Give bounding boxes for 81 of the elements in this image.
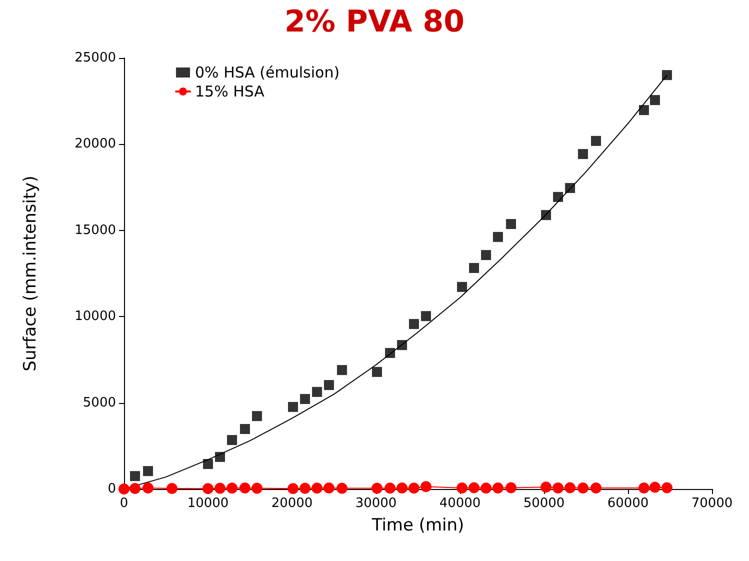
x-tick-label: 10000 [187, 496, 229, 511]
y-tick-label: 10000 [74, 309, 116, 324]
point [300, 482, 311, 494]
point [312, 386, 322, 397]
point [578, 149, 588, 160]
x-tick-label: 20000 [271, 496, 313, 511]
point [214, 482, 226, 494]
point [397, 340, 408, 350]
point [142, 482, 154, 494]
point [203, 459, 213, 469]
point [226, 482, 238, 494]
y-tick-label: 0 [108, 482, 116, 496]
point [420, 311, 431, 322]
point [481, 250, 492, 260]
x-tick-label: 60000 [607, 496, 649, 511]
point [118, 484, 130, 494]
point [590, 136, 601, 146]
point [649, 482, 660, 493]
point [324, 380, 334, 390]
point [396, 482, 408, 494]
point [251, 482, 262, 494]
point [336, 365, 347, 376]
y-tick-label: 5000 [82, 395, 116, 410]
legend-label: 0% HSA (émulsion) [195, 64, 340, 82]
point [506, 219, 516, 230]
point [202, 483, 214, 494]
point [552, 482, 564, 494]
point [469, 262, 480, 273]
point [372, 482, 383, 494]
point [239, 482, 250, 494]
point [565, 182, 576, 193]
x-tick-label: 40000 [439, 496, 481, 511]
point [240, 424, 250, 434]
point [650, 95, 660, 106]
point [312, 482, 323, 494]
point [130, 482, 141, 494]
point [300, 394, 310, 404]
y-tick-label: 15000 [74, 222, 116, 238]
point [662, 70, 672, 80]
y-axis-title: Surface (mm.intensity) [20, 176, 40, 372]
point [385, 348, 396, 358]
point [564, 482, 576, 494]
point [480, 482, 492, 494]
point [215, 452, 226, 462]
chart-title: 2% PVA 80 [284, 4, 464, 40]
point [468, 482, 480, 494]
point [540, 482, 552, 493]
point [372, 366, 382, 377]
point [541, 210, 552, 220]
point [553, 192, 564, 202]
point [492, 482, 504, 494]
point [661, 482, 672, 494]
legend-label: 15% HSA [195, 82, 266, 100]
point [456, 482, 468, 494]
point [323, 482, 334, 494]
point [638, 105, 649, 116]
x-tick-label: 70000 [691, 496, 733, 511]
point [420, 481, 432, 492]
point [590, 482, 602, 494]
point [288, 402, 298, 412]
point [227, 435, 238, 446]
point [384, 482, 396, 494]
point [408, 482, 420, 494]
x-axis-title: Time (min) [370, 516, 464, 536]
y-tick-label: 20000 [74, 136, 116, 152]
point [130, 471, 140, 482]
point [143, 466, 154, 476]
x-tick-label: 50000 [523, 496, 565, 511]
point [336, 482, 348, 494]
point [288, 483, 299, 494]
x-tick-label: 0 [120, 496, 128, 511]
point [577, 482, 588, 494]
point [457, 282, 468, 292]
point [638, 482, 650, 494]
point [506, 482, 516, 494]
point [166, 482, 178, 494]
point [492, 232, 503, 242]
point [408, 319, 419, 330]
y-tick-label: 25000 [74, 50, 116, 66]
x-tick-label: 30000 [355, 496, 397, 511]
point [252, 411, 262, 422]
